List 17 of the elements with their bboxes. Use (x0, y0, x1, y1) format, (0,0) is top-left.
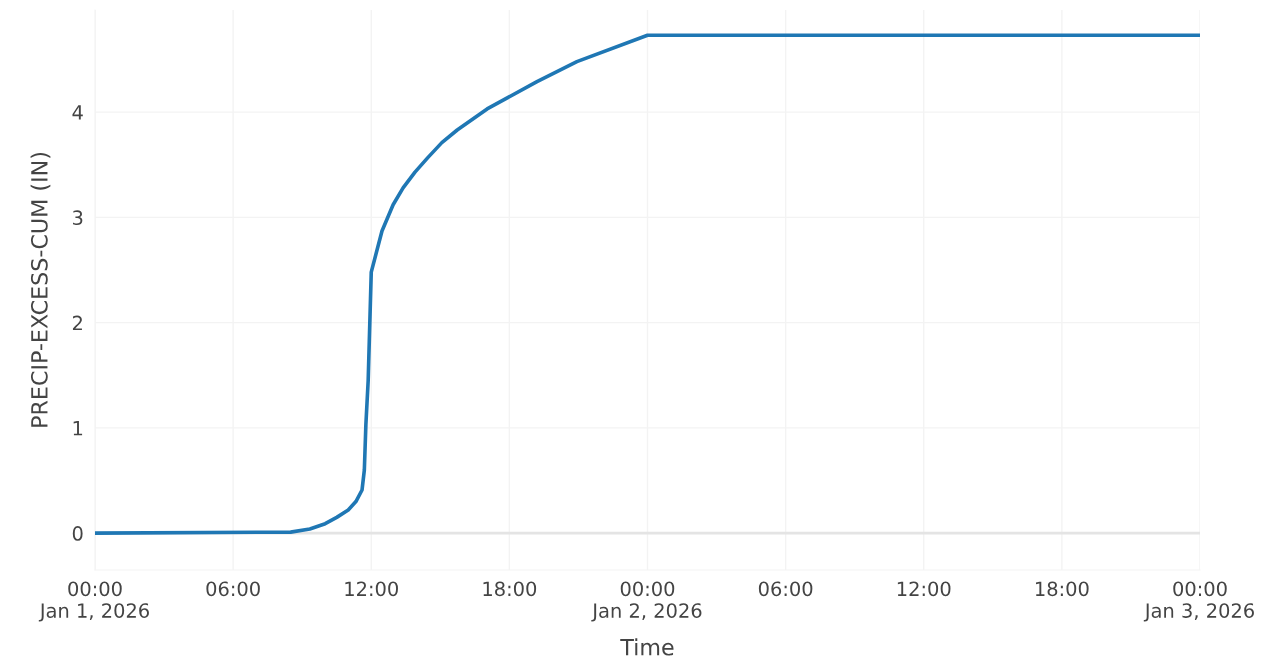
x-tick-label: 18:00 (1035, 581, 1089, 597)
y-tick-label: 3 (73, 210, 83, 226)
y-tick-label: 1 (73, 421, 83, 436)
x-tick-label: 12:00 (897, 581, 951, 597)
x-axis-title: Time (620, 638, 674, 656)
x-tick-label: 12:00 (345, 581, 398, 597)
x-tick-label: 00:00 Jan 3, 2026 (1143, 581, 1254, 622)
x-tick-label: 00:00 Jan 1, 2026 (38, 581, 149, 622)
y-axis-title: PRECIP-EXCESS-CUM (IN) (30, 152, 51, 427)
y-tick-label: 0 (72, 526, 83, 541)
line-series (95, 33, 1200, 535)
x-tick-label: 00:00 Jan 2, 2026 (591, 581, 702, 622)
x-tick-label: 18:00 (483, 581, 537, 597)
y-tick-label: 2 (72, 315, 82, 331)
y-tick-label: 4 (72, 105, 83, 120)
x-tick-label: 06:00 (758, 581, 813, 597)
x-tick-label: 06:00 (206, 581, 260, 597)
